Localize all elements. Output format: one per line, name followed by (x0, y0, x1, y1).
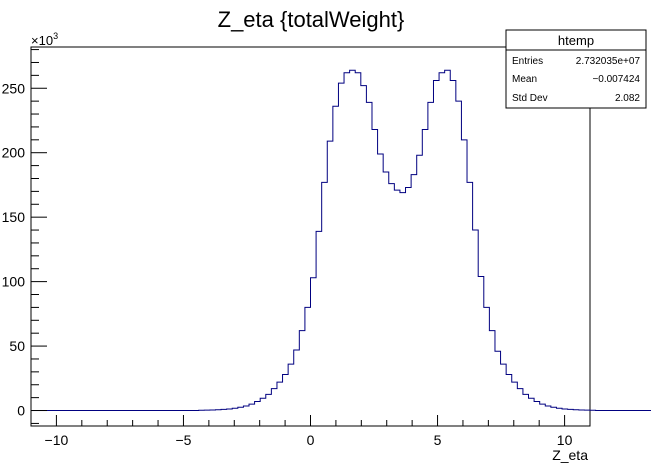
y-tick-label: 0 (17, 403, 25, 419)
y-multiplier-label: ×103 (31, 31, 58, 48)
stats-entries-label: Entries (512, 56, 543, 67)
y-tick-label: 100 (2, 274, 26, 290)
chart-title: Z_eta {totalWeight} (218, 7, 405, 32)
x-tick-label: 0 (307, 432, 315, 448)
y-tick-label: 200 (2, 145, 26, 161)
x-tick-label: −10 (45, 432, 69, 448)
histogram-line (31, 69, 651, 412)
x-tick-label: 10 (557, 432, 573, 448)
stats-mean-value: −0.007424 (592, 74, 640, 85)
y-axis: 0 50 100 150 200 250 (2, 49, 47, 424)
stats-box: htemp Entries 2.732035e+07 Mean −0.00742… (505, 29, 647, 109)
stats-entries-value: 2.732035e+07 (576, 56, 641, 67)
stats-stddev-label: Std Dev (512, 93, 548, 104)
stats-box-frame (505, 29, 647, 109)
x-axis: −10 −5 0 5 10 (30, 415, 591, 448)
y-tick-label: 150 (2, 209, 26, 225)
stats-box-title: htemp (558, 33, 594, 48)
x-tick-label: 5 (434, 432, 442, 448)
x-axis-label: Z_eta (552, 447, 588, 463)
stats-stddev-value: 2.082 (615, 93, 640, 104)
x-tick-label: −5 (175, 432, 191, 448)
y-tick-label: 250 (2, 80, 26, 96)
y-tick-label: 50 (9, 338, 25, 354)
stats-mean-label: Mean (512, 74, 537, 85)
